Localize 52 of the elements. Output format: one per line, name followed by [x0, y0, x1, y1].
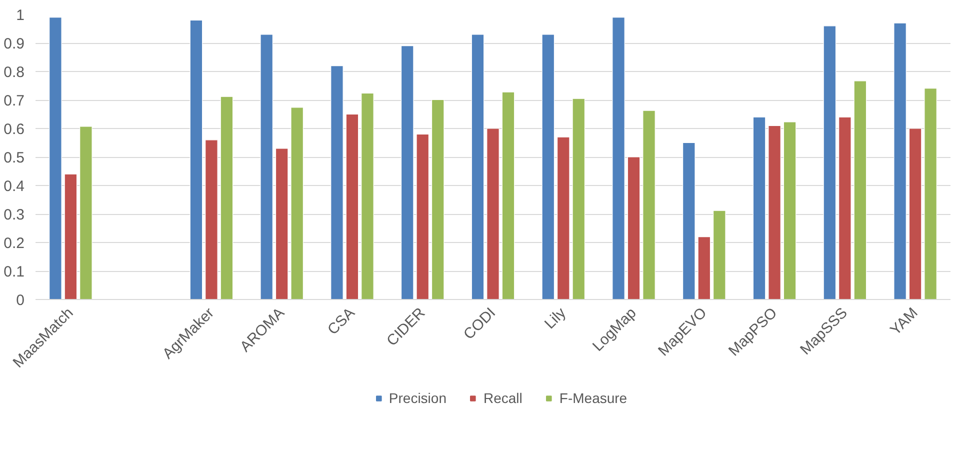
bar — [290, 107, 304, 300]
y-tick-label: 0.8 — [4, 64, 25, 81]
x-tick-label: CSA — [324, 304, 358, 338]
bar — [698, 236, 711, 300]
y-tick-label: 0.2 — [4, 235, 25, 252]
y-tick-label: 0.7 — [4, 92, 25, 110]
y-tick-label: 0.3 — [4, 206, 25, 224]
bar — [361, 92, 374, 300]
legend-label: Recall — [484, 390, 522, 406]
bar — [894, 22, 906, 300]
bar — [556, 136, 570, 300]
y-tick-label: 1 — [16, 7, 24, 24]
y-tick-label: 0.6 — [4, 121, 25, 138]
bar — [627, 156, 640, 300]
bar — [682, 142, 696, 300]
x-tick-label: Lily — [541, 304, 570, 332]
y-tick-label: 0.4 — [4, 178, 25, 195]
y-tick-label: 0 — [16, 292, 24, 309]
bar — [768, 125, 781, 300]
bar — [346, 114, 359, 300]
legend-label: F-Measure — [559, 390, 628, 406]
bar — [260, 34, 273, 300]
bar — [838, 116, 852, 300]
bar — [572, 98, 586, 300]
bar — [642, 110, 656, 300]
bar — [471, 34, 484, 300]
y-tick-label: 0.5 — [4, 150, 25, 166]
bar — [612, 17, 625, 300]
bar — [854, 80, 867, 300]
bar — [924, 88, 937, 300]
legend-label: Precision — [388, 390, 446, 406]
bar — [713, 210, 726, 300]
bar — [400, 46, 414, 300]
bar — [416, 134, 430, 300]
bar — [752, 116, 766, 300]
bar — [486, 128, 500, 300]
bar — [330, 66, 344, 300]
bar — [783, 122, 796, 300]
bar — [190, 20, 203, 300]
bar — [205, 140, 218, 300]
bar — [823, 26, 836, 300]
bar — [502, 92, 515, 300]
bar — [80, 126, 92, 300]
bar — [908, 128, 922, 300]
bar — [542, 34, 555, 300]
bar — [64, 174, 78, 300]
bar — [220, 96, 234, 300]
bar — [431, 99, 444, 300]
y-tick-label: 0.9 — [4, 36, 25, 52]
bar — [49, 17, 62, 300]
bar — [275, 148, 288, 300]
y-tick-label: 0.1 — [4, 264, 25, 280]
